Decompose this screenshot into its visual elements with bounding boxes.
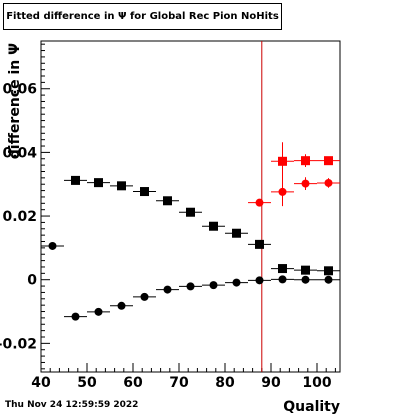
- square-marker: [232, 228, 241, 238]
- square-marker: [71, 175, 80, 185]
- data-marks: [41, 41, 340, 372]
- data-point: [225, 228, 248, 238]
- axes: 40 50 60 70 80 90 100 -0.02 0 0.02 0.04 0.06 Quality…: [0, 40, 341, 414]
- square-marker: [255, 239, 264, 249]
- data-point: [156, 196, 179, 206]
- data-point: [179, 207, 202, 217]
- circle-marker: [255, 276, 264, 285]
- square-marker: [301, 156, 310, 166]
- data-point: [271, 275, 294, 284]
- y-axis-title: difference in Ψ: [7, 43, 23, 159]
- plot-frame: [40, 40, 341, 373]
- circle-marker: [71, 312, 80, 321]
- data-point: [271, 177, 294, 207]
- circle-marker: [163, 285, 172, 294]
- x-tick-label: 70: [169, 375, 189, 391]
- data-point: [156, 285, 179, 294]
- data-point: [317, 178, 340, 188]
- data-point: [202, 221, 225, 231]
- circle-marker: [232, 278, 241, 287]
- y-tick-label: 0.06: [2, 82, 37, 98]
- data-point: [317, 275, 340, 284]
- data-point: [202, 281, 225, 290]
- circle-marker: [301, 179, 310, 188]
- x-tick-label: 80: [215, 375, 235, 391]
- data-point: [64, 175, 87, 185]
- x-tick-label: 40: [31, 375, 51, 391]
- circle-marker: [140, 292, 149, 301]
- x-tick-label: 100: [302, 375, 331, 391]
- data-point: [317, 156, 340, 166]
- square-marker: [140, 187, 149, 197]
- y-tick-label: -0.02: [0, 336, 37, 352]
- circle-marker: [48, 241, 57, 250]
- square-marker: [186, 207, 195, 217]
- data-point: [294, 265, 317, 275]
- data-point: [133, 292, 156, 301]
- square-marker: [117, 181, 126, 191]
- circle-marker: [209, 281, 218, 290]
- circle-marker: [301, 275, 310, 284]
- square-marker: [278, 156, 287, 166]
- x-tick-label: 90: [261, 375, 281, 391]
- circle-marker: [94, 307, 103, 316]
- circle-marker: [278, 275, 287, 284]
- square-marker: [324, 156, 333, 166]
- square-marker: [94, 178, 103, 188]
- y-tick-label: 0: [27, 273, 37, 289]
- square-marker: [301, 265, 310, 275]
- chart-title: Fitted difference in Ψ for Global Rec Pi…: [3, 3, 282, 30]
- data-point: [271, 142, 294, 181]
- data-point: [294, 275, 317, 284]
- circle-marker: [186, 282, 195, 291]
- square-marker: [278, 264, 287, 274]
- data-point: [87, 307, 110, 316]
- square-marker: [324, 266, 333, 276]
- circle-marker: [255, 198, 264, 207]
- square-marker: [163, 196, 172, 206]
- data-point: [87, 178, 110, 188]
- data-point: [110, 301, 133, 310]
- x-axis-title: Quality: [283, 399, 340, 414]
- data-point: [64, 312, 87, 321]
- timestamp: Thu Nov 24 12:59:59 2022: [5, 400, 139, 410]
- square-marker: [209, 221, 218, 231]
- data-point: [179, 282, 202, 291]
- x-tick-label: 50: [77, 375, 97, 391]
- data-point: [248, 276, 271, 285]
- circle-marker: [117, 301, 126, 310]
- data-point: [225, 278, 248, 287]
- data-point: [271, 264, 294, 274]
- data-point: [41, 241, 64, 250]
- y-tick-label: 0.02: [2, 209, 37, 225]
- circle-marker: [278, 187, 287, 196]
- data-point: [294, 154, 317, 168]
- data-point: [294, 177, 317, 190]
- x-tick-label: 60: [123, 375, 143, 391]
- data-point: [317, 266, 340, 276]
- data-point: [248, 239, 271, 249]
- circle-marker: [324, 178, 333, 187]
- y-tick-label: 0.04: [2, 145, 37, 161]
- data-point: [133, 187, 156, 197]
- circle-marker: [324, 275, 333, 284]
- data-point: [110, 181, 133, 191]
- data-point: [248, 198, 271, 207]
